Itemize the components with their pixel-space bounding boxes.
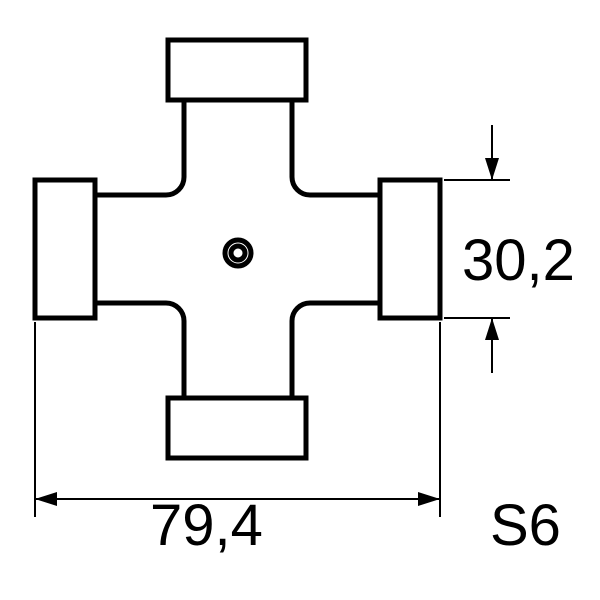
grease-hole-inner	[231, 246, 245, 260]
dim-width-label: 79,4	[150, 493, 263, 558]
arrow-top	[485, 158, 499, 180]
series-label: S6	[490, 493, 561, 558]
dim-height-label: 30,2	[462, 228, 575, 293]
arrow-right	[418, 492, 440, 506]
arrow-left	[35, 492, 57, 506]
cap-top	[168, 40, 306, 100]
cross-body	[95, 100, 380, 398]
arrow-bottom	[485, 318, 499, 340]
cap-right	[380, 180, 440, 318]
cap-bottom	[168, 398, 306, 458]
technical-drawing: 79,4 30,2 S6	[0, 0, 600, 600]
cap-left	[35, 180, 95, 318]
